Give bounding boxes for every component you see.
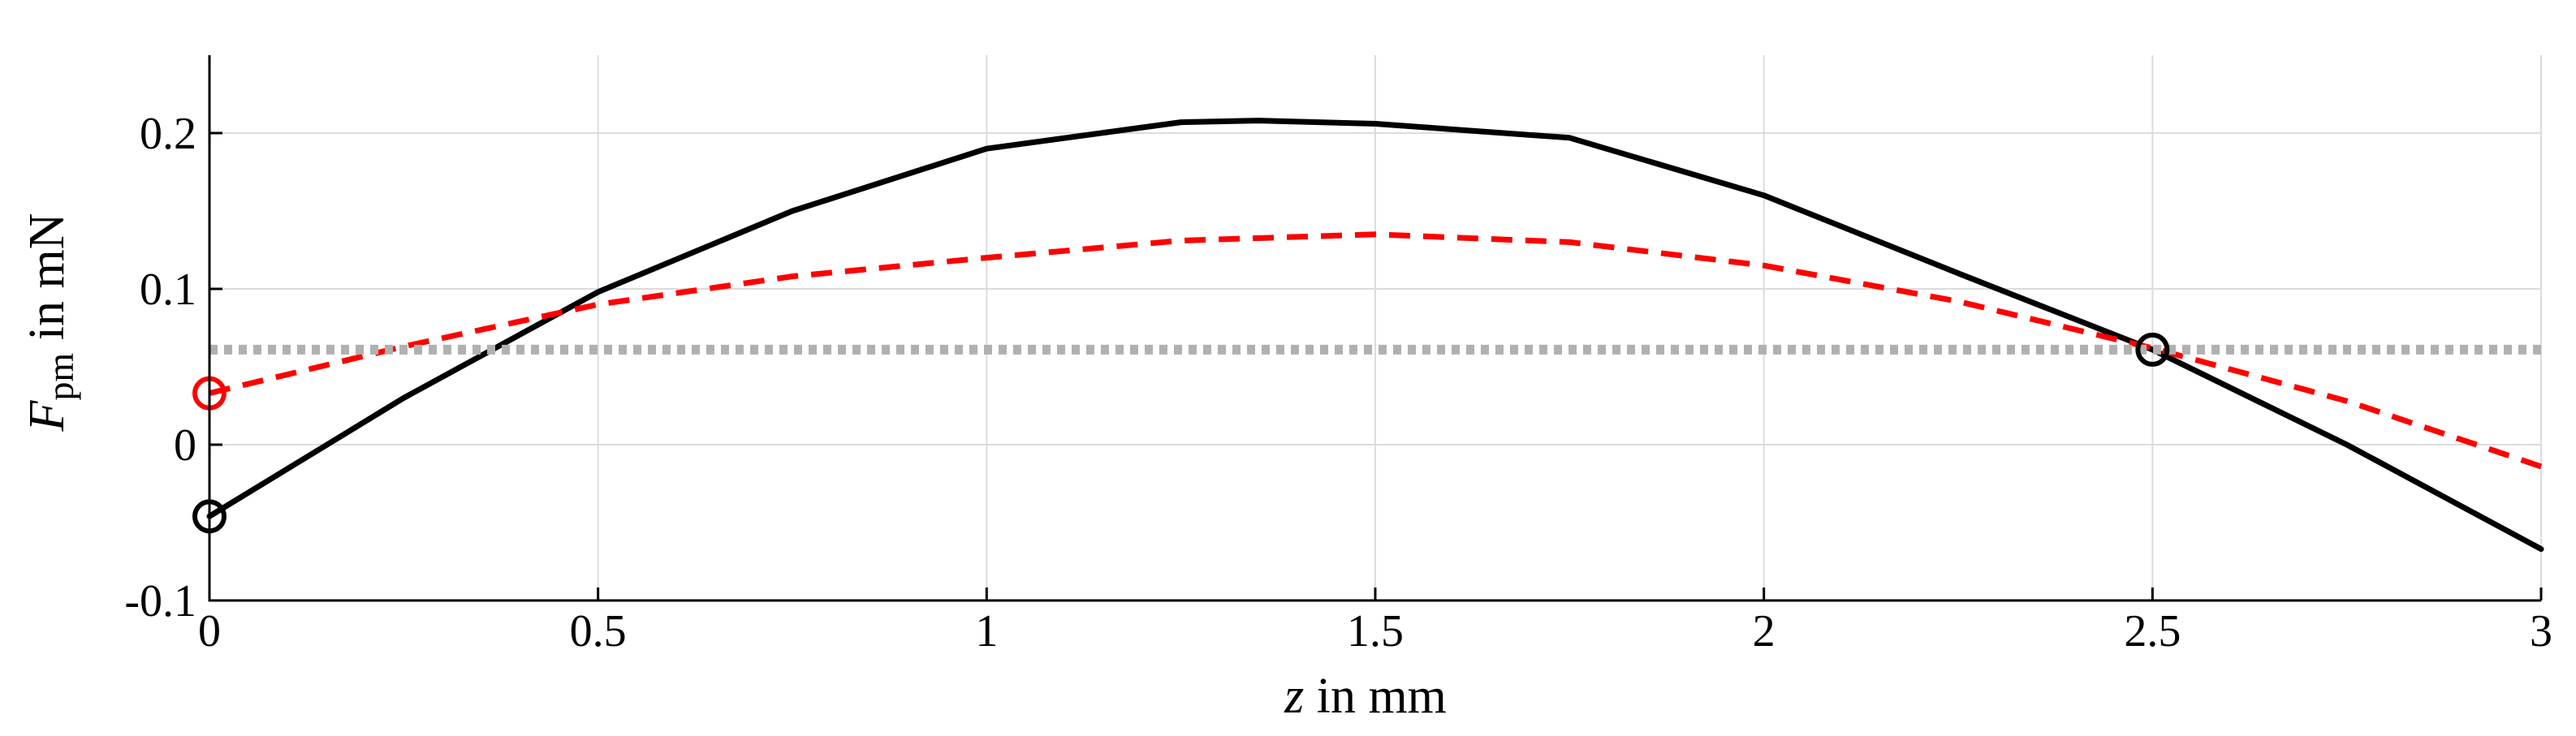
grid <box>209 55 2542 600</box>
series-line-solid <box>206 118 2544 553</box>
x-tick-label: 3 <box>2530 606 2552 656</box>
data-point-marker <box>2135 332 2170 367</box>
y-tick-label: 0.1 <box>140 265 196 315</box>
series-layer <box>206 118 2544 553</box>
y-axis-label: Fpm in mN <box>19 213 81 433</box>
series-line-dashed <box>209 231 2543 470</box>
y-tick-label: -0.1 <box>124 576 196 626</box>
x-tick-label: 0.5 <box>570 606 627 656</box>
marker-layer <box>192 332 2170 534</box>
axes <box>208 55 2543 602</box>
y-tick-label: 0.2 <box>140 109 196 159</box>
x-tick-label: 1 <box>975 606 998 656</box>
x-tick-label: 2.5 <box>2124 606 2181 656</box>
x-tick-label: 2 <box>1753 606 1776 656</box>
x-axis-label: z in mm <box>1284 669 1447 724</box>
x-tick-label: 1.5 <box>1347 606 1404 656</box>
x-tick-label: 0 <box>198 606 221 656</box>
tick-labels: 0 0.5 1 1.5 2 2.5 3-0.100.10.2 <box>124 109 2552 656</box>
y-tick-label: 0 <box>174 420 196 471</box>
